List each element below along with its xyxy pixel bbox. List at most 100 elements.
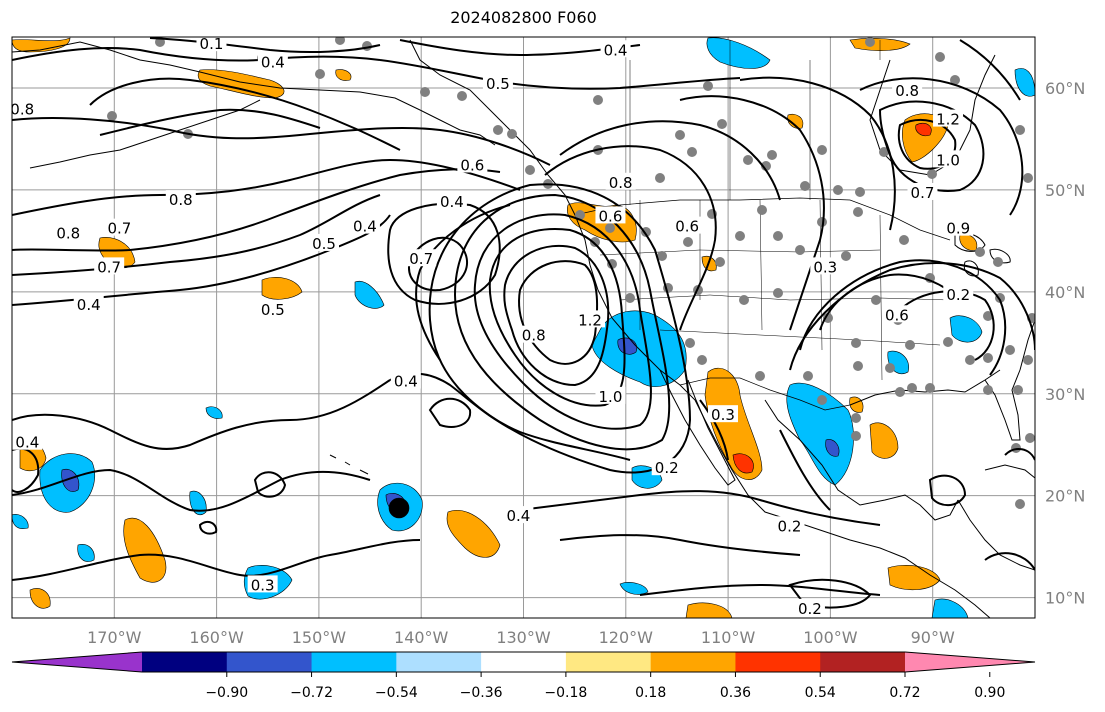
station-dot (853, 207, 863, 217)
contour-label-background (309, 233, 340, 251)
positive-anomaly-core (915, 122, 932, 137)
aleutian-islands (29, 99, 261, 169)
station-dot (420, 87, 430, 97)
station-dot (975, 247, 985, 257)
station-dot (865, 37, 875, 47)
contour-line (984, 552, 1035, 571)
station-dot (1005, 345, 1015, 355)
hawaiian-islands (329, 454, 369, 475)
cuba (984, 464, 1035, 479)
positive-anomaly-region (123, 517, 167, 583)
contour-label-background (165, 190, 196, 208)
latitude-tick-label: 20°N (1045, 487, 1085, 506)
contour-label-background (595, 206, 626, 224)
station-dot (757, 205, 767, 215)
negative-anomaly-region (706, 37, 771, 69)
colorbar-tick-label: 0.36 (720, 685, 751, 701)
contour-label-background (574, 310, 605, 328)
longitude-tick-label: 130°W (496, 628, 551, 647)
station-dot (739, 295, 749, 305)
us-gulf-coast (849, 369, 1001, 406)
contour-line (12, 379, 391, 451)
contour-label: 0.4 (604, 41, 628, 59)
positive-anomaly-region (887, 565, 941, 590)
contour-line (779, 429, 831, 511)
contour-line (739, 76, 896, 231)
station-dot (905, 340, 915, 350)
positive-anomaly-region (29, 588, 51, 609)
contour-label-background (672, 216, 703, 234)
colorbar (11, 651, 1036, 673)
map-plot-area[interactable]: 0.1 0.4 0.4 0.5 0.8 0.6 0.8 0.4 0.8 0.8 0.7 0.7 0.5 0… (7, 34, 1037, 618)
contour-label: 0.4 (15, 434, 39, 452)
latitude-labels: 60°N 50°N 40°N 30°N 20°N 10°N (1045, 79, 1085, 608)
station-dot (625, 293, 635, 303)
longitude-tick-label: 110°W (701, 628, 756, 647)
contour-line (544, 145, 717, 331)
contour-line (379, 59, 741, 90)
negative-anomaly-region (205, 406, 223, 419)
station-dot (1013, 385, 1023, 395)
contour-label-background (12, 99, 38, 117)
contour-label: 1.0 (599, 388, 623, 406)
station-dot (855, 187, 865, 197)
contour-label: 0.4 (77, 296, 101, 314)
contour-label: 1.0 (936, 151, 960, 169)
contour-line (699, 399, 729, 461)
station-dot (683, 237, 693, 247)
contour-label-background (196, 37, 227, 52)
contour-label: 0.5 (486, 75, 510, 93)
station-dot (795, 245, 805, 255)
contour-line (12, 168, 501, 252)
negative-anomaly-region (619, 582, 649, 595)
longitude-labels: 170°W 160°W 150°W 140°W 130°W 120°W 110°W 100°W… (87, 628, 955, 647)
colorbar-tick-label: −0.90 (205, 685, 248, 701)
contour-label: 1.2 (936, 111, 960, 129)
map-frame (11, 36, 1036, 619)
contour-label-background (774, 516, 805, 534)
contour-label-background (881, 305, 912, 323)
station-dot (1025, 433, 1035, 443)
contour-label: 0.3 (813, 258, 837, 276)
colorbar-segment (820, 652, 906, 672)
positive-anomaly-core (732, 453, 754, 474)
longitude-tick-label: 150°W (292, 628, 347, 647)
station-dot (851, 413, 861, 423)
contour-label: 0.5 (312, 235, 336, 253)
contour-label: 0.2 (946, 286, 970, 304)
contour-line (415, 204, 511, 361)
station-dot (907, 383, 917, 393)
contour-label-background (933, 150, 964, 168)
station-dot (950, 75, 960, 85)
contour-line (12, 468, 371, 512)
station-dot (657, 251, 667, 261)
contour-line (488, 228, 626, 407)
colorbar-extend-max (905, 652, 1035, 672)
contour-label: 0.5 (261, 301, 285, 319)
station-dot (800, 181, 810, 191)
station-dot (983, 385, 993, 395)
latitude-tick-label: 60°N (1045, 79, 1085, 98)
colorbar-segment (396, 652, 482, 672)
station-dot (833, 185, 843, 195)
station-dot (817, 145, 827, 155)
colorbar-tick-label: 0.18 (635, 685, 666, 701)
station-dot (879, 147, 889, 157)
contour-line (899, 290, 995, 361)
station-dot (590, 237, 600, 247)
station-dot (575, 210, 585, 220)
colorbar-segment (311, 652, 397, 672)
map-title: 2024082800 F060 (450, 8, 597, 27)
contour-line (89, 77, 401, 151)
latitude-tick-label: 40°N (1045, 283, 1085, 302)
contour-label-background (457, 155, 488, 173)
contour-label: 0.6 (885, 306, 909, 324)
contour-label: 0.8 (10, 100, 34, 118)
contour-label: 0.3 (711, 406, 735, 424)
station-dot (755, 371, 765, 381)
station-dot (927, 169, 937, 179)
contour-line (559, 120, 781, 201)
contour-label: 1.2 (578, 311, 602, 329)
station-dot (993, 257, 1003, 267)
